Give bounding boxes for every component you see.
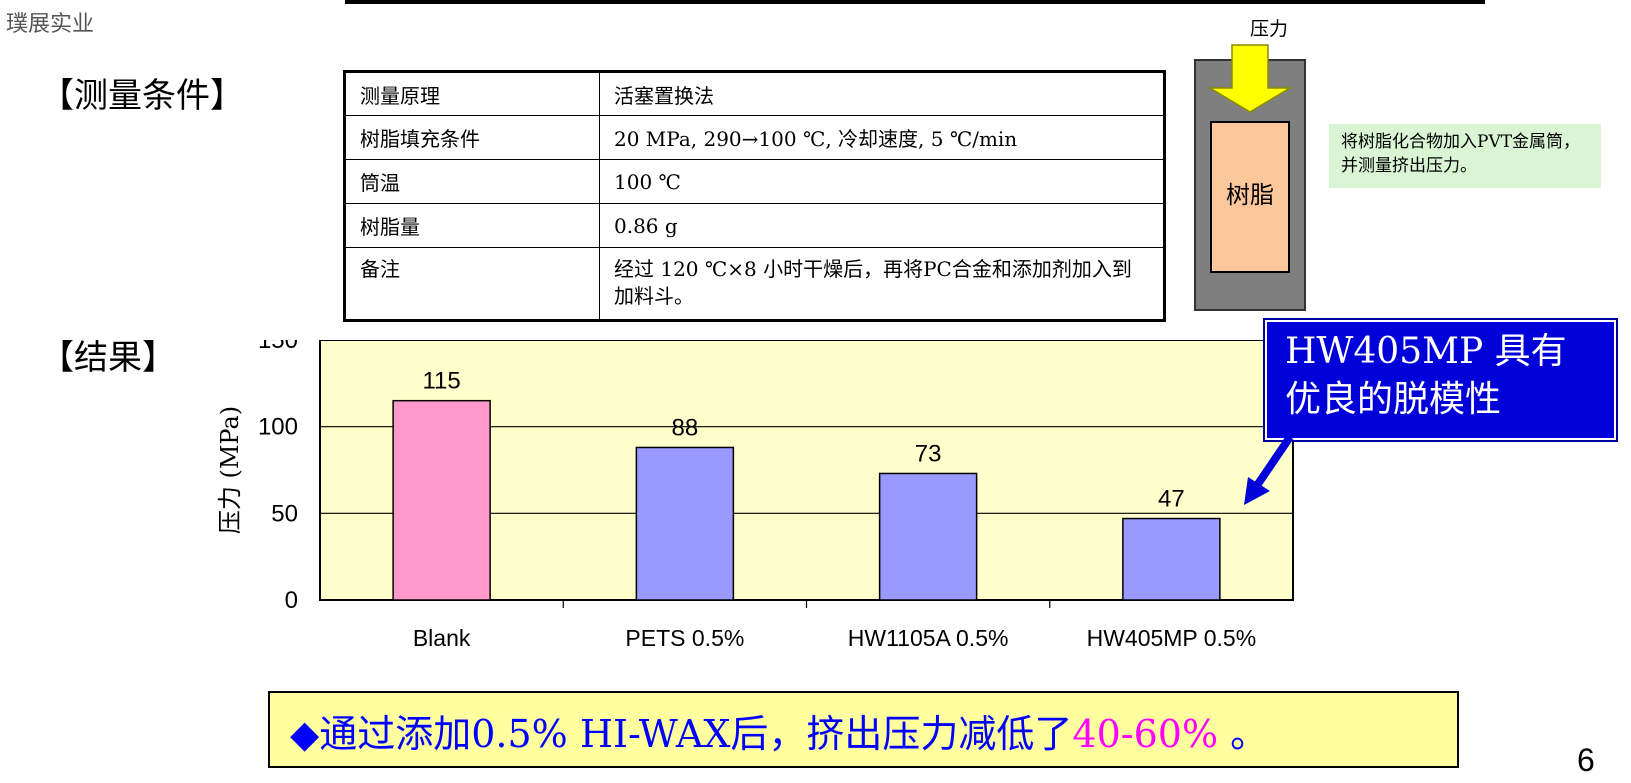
y-tick-label: 150 xyxy=(258,340,298,354)
x-tick-label: HW405MP 0.5% xyxy=(1087,625,1257,651)
conditions-table: 测量原理 活塞置换法 树脂填充条件 20 MPa, 290→100 ℃, 冷却速… xyxy=(343,70,1166,322)
table-value: 经过 120 ℃×8 小时干燥后，再将PC合金和添加剂加入到加料斗。 xyxy=(599,247,1165,321)
table-row: 树脂量 0.86 g xyxy=(344,203,1165,248)
data-label: 88 xyxy=(672,414,699,441)
callout-arrow-icon xyxy=(1244,435,1294,505)
section-title-conditions: 【测量条件】 xyxy=(40,76,244,116)
pressure-label: 压力 xyxy=(1250,18,1289,40)
table-key: 树脂量 xyxy=(344,203,600,248)
table-value: 0.86 g xyxy=(599,203,1165,248)
x-tick-label: Blank xyxy=(413,625,471,651)
table-key: 测量原理 xyxy=(344,71,600,116)
y-tick-label: 0 xyxy=(285,587,298,614)
y-tick-label: 100 xyxy=(258,414,298,441)
summary-highlight: 40-60% xyxy=(1072,712,1219,756)
bar xyxy=(1122,517,1221,601)
company-name: 璞展实业 xyxy=(6,12,95,37)
x-tick-label: HW1105A 0.5% xyxy=(848,625,1009,651)
pvt-cylinder-diagram: 树脂 xyxy=(1194,44,1306,311)
resin-block xyxy=(1210,121,1290,273)
table-row: 筒温 100 ℃ xyxy=(344,159,1165,204)
summary-text: ◆通过添加0.5% HI-WAX后，挤出压力减低了 xyxy=(290,712,1073,756)
table-value: 活塞置换法 xyxy=(599,71,1165,116)
y-tick-label: 50 xyxy=(271,500,298,527)
table-value: 100 ℃ xyxy=(599,159,1165,204)
data-label: 47 xyxy=(1158,486,1185,513)
data-labels: 115 88 73 47 xyxy=(422,368,1184,513)
table-row: 备注 经过 120 ℃×8 小时干燥后，再将PC合金和添加剂加入到加料斗。 xyxy=(344,247,1165,321)
note-box: 将树脂化合物加入PVT金属筒，并测量挤出压力。 xyxy=(1329,124,1601,188)
summary-banner: ◆通过添加0.5% HI-WAX后，挤出压力减低了40-60% 。 xyxy=(268,691,1459,768)
x-tick-label: PETS 0.5% xyxy=(625,625,744,651)
table-key: 树脂填充条件 xyxy=(344,115,600,160)
callout-box: HW405MP 具有优良的脱模性 xyxy=(1263,318,1618,442)
bar xyxy=(878,472,978,601)
table-key: 筒温 xyxy=(344,159,600,204)
y-tick-labels: 0 50 100 150 xyxy=(258,340,298,614)
section-title-results: 【结果】 xyxy=(40,338,176,378)
summary-suffix: 。 xyxy=(1218,712,1269,756)
bar xyxy=(635,446,735,601)
bars xyxy=(392,399,1221,601)
x-tick-labels: Blank PETS 0.5% HW1105A 0.5% HW405MP 0.5% xyxy=(413,625,1256,651)
data-label: 115 xyxy=(422,368,460,395)
table-row: 测量原理 活塞置换法 xyxy=(344,71,1165,116)
top-divider xyxy=(345,0,1485,4)
table-key: 备注 xyxy=(344,247,600,321)
bar xyxy=(392,399,491,601)
data-label: 73 xyxy=(915,440,942,467)
table-row: 树脂填充条件 20 MPa, 290→100 ℃, 冷却速度, 5 ℃/min xyxy=(344,115,1165,160)
page-number: 6 xyxy=(1577,742,1595,778)
pressure-arrow-icon xyxy=(1207,44,1293,113)
table-value: 20 MPa, 290→100 ℃, 冷却速度, 5 ℃/min xyxy=(599,115,1165,160)
y-axis-label: 压力 (MPa) xyxy=(216,406,244,534)
resin-label: 树脂 xyxy=(1226,181,1274,209)
pressure-bar-chart: 115 88 73 47 0 50 100 150 Blank PETS 0.5% HW1105… xyxy=(216,340,1294,651)
